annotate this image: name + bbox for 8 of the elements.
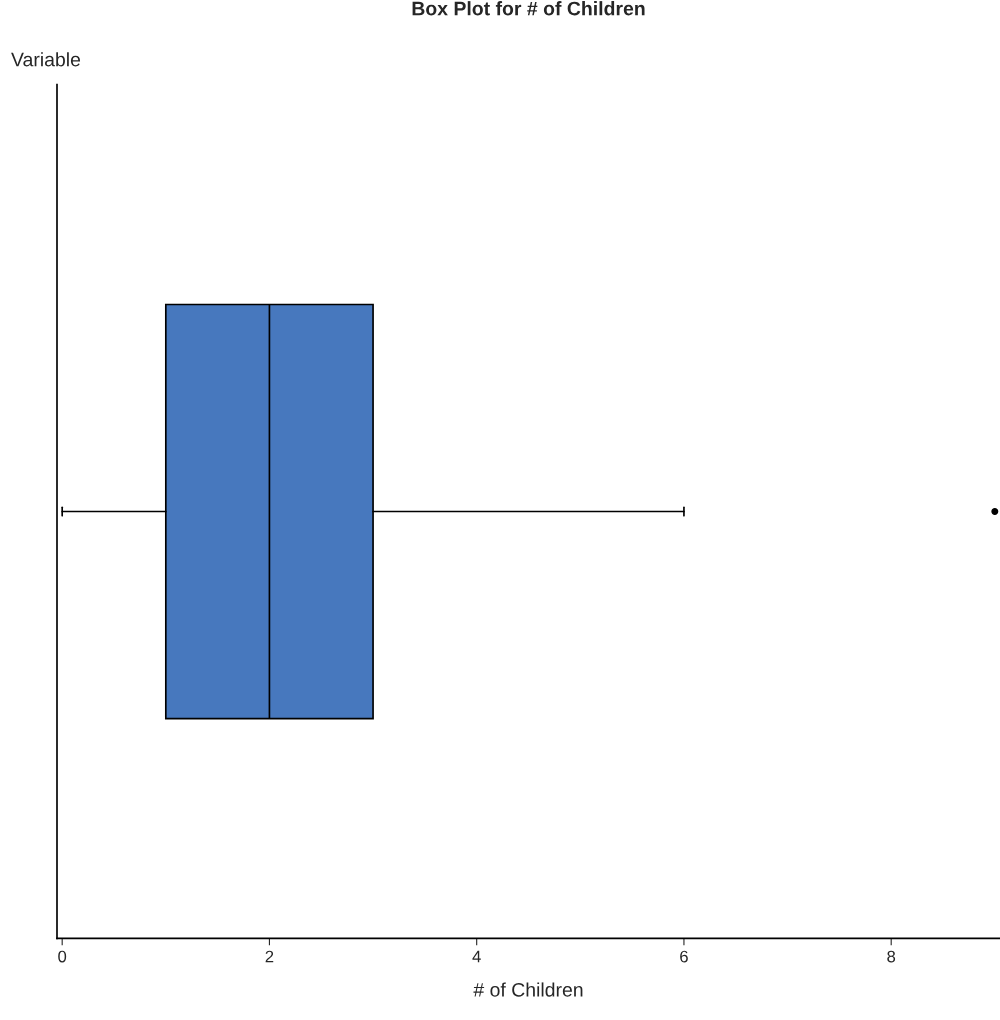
x-tick-label: 8 xyxy=(887,950,896,963)
chart-title: Box Plot for # of Children xyxy=(412,1,645,16)
x-axis-title: # of Children xyxy=(473,982,583,997)
x-tick-label: 4 xyxy=(472,950,481,963)
x-tick-label: 0 xyxy=(58,950,67,963)
x-tick-label: 2 xyxy=(265,950,274,963)
y-axis-title: Variable xyxy=(11,52,81,67)
x-tick-label: 6 xyxy=(680,950,688,963)
